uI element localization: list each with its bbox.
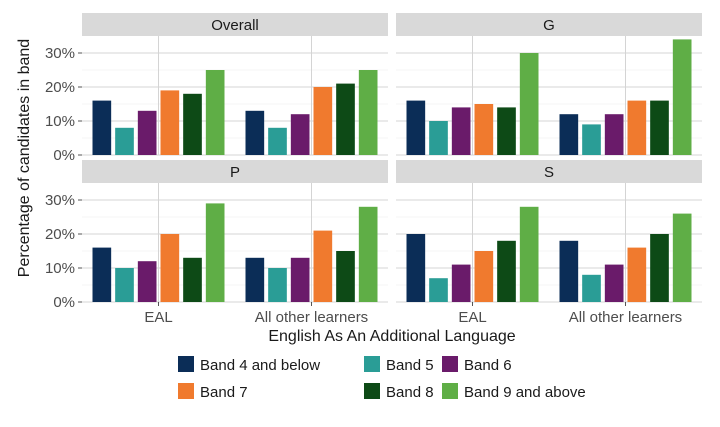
- bar-overall-0-1: [115, 127, 134, 155]
- bar-g-0-0: [406, 100, 426, 155]
- legend-label-2: Band 6: [464, 357, 512, 374]
- legend-swatch-1: [364, 356, 380, 372]
- bar-g-1-1: [582, 124, 601, 155]
- bar-s-1-5: [672, 213, 692, 302]
- bar-overall-0-4: [183, 93, 202, 155]
- y-tick-label: 0%: [53, 294, 75, 311]
- bar-p-0-4: [183, 257, 202, 302]
- y-tick-label: 20%: [45, 226, 75, 243]
- bar-s-0-0: [406, 234, 426, 302]
- bar-g-1-0: [559, 114, 579, 155]
- facet-strip: [82, 13, 388, 36]
- bar-s-0-3: [474, 251, 494, 302]
- bar-overall-0-0: [92, 100, 112, 155]
- bar-g-1-2: [604, 114, 624, 155]
- legend-swatch-0: [178, 356, 194, 372]
- x-axis-title: English As An Additional Language: [268, 328, 515, 345]
- x-tick-label: All other learners: [255, 309, 368, 326]
- bar-p-1-0: [245, 257, 265, 302]
- bar-s-1-0: [559, 240, 579, 302]
- bar-g-1-3: [627, 100, 647, 155]
- legend-label-5: Band 9 and above: [464, 384, 586, 401]
- legend-swatch-3: [178, 383, 194, 399]
- bar-s-0-4: [497, 240, 516, 302]
- y-tick-label: 20%: [45, 79, 75, 96]
- legend-label-4: Band 8: [386, 384, 434, 401]
- x-tick-label: EAL: [458, 309, 486, 326]
- legend-swatch-4: [364, 383, 380, 399]
- facet-strip: [82, 160, 388, 183]
- bar-g-0-5: [519, 53, 539, 155]
- bar-s-0-5: [519, 206, 539, 302]
- y-tick-label: 10%: [45, 113, 75, 130]
- facet-title: P: [230, 164, 240, 181]
- bar-g-0-3: [474, 104, 494, 155]
- bar-p-0-5: [205, 203, 225, 302]
- bar-p-1-1: [268, 268, 287, 302]
- bar-p-0-1: [115, 268, 134, 302]
- bar-s-1-2: [604, 264, 624, 302]
- bar-overall-0-3: [160, 90, 180, 155]
- legend-label-3: Band 7: [200, 384, 248, 401]
- y-tick-label: 30%: [45, 192, 75, 209]
- y-tick-label: 30%: [45, 45, 75, 62]
- bar-s-1-1: [582, 274, 601, 302]
- legend-swatch-2: [442, 356, 458, 372]
- bar-p-1-5: [358, 206, 378, 302]
- y-axis-title: Percentage of candidates in band: [16, 39, 33, 277]
- bar-g-0-2: [451, 107, 471, 155]
- facet-strip: [396, 160, 702, 183]
- legend-label-0: Band 4 and below: [200, 357, 320, 374]
- bar-p-1-3: [313, 230, 333, 302]
- facet-title: Overall: [211, 17, 259, 34]
- facet-title: G: [543, 17, 555, 34]
- bar-overall-1-2: [290, 114, 310, 155]
- bar-overall-1-5: [358, 70, 378, 155]
- bar-p-0-0: [92, 247, 112, 302]
- bar-s-0-2: [451, 264, 471, 302]
- bar-overall-0-5: [205, 70, 225, 155]
- x-tick-label: All other learners: [569, 309, 682, 326]
- bar-s-1-3: [627, 247, 647, 302]
- facet-title: S: [544, 164, 554, 181]
- bar-overall-1-1: [268, 127, 287, 155]
- bar-overall-1-4: [336, 83, 355, 155]
- bar-s-0-1: [429, 278, 448, 302]
- bar-p-0-3: [160, 234, 180, 302]
- bar-g-0-1: [429, 121, 448, 155]
- facet-strip: [396, 13, 702, 36]
- bar-overall-0-2: [137, 110, 157, 155]
- bar-p-1-2: [290, 257, 310, 302]
- x-tick-label: EAL: [144, 309, 172, 326]
- legend-swatch-5: [442, 383, 458, 399]
- bar-g-1-4: [650, 100, 669, 155]
- bar-p-1-4: [336, 251, 355, 302]
- bar-s-1-4: [650, 234, 669, 302]
- y-tick-label: 0%: [53, 147, 75, 164]
- bar-p-0-2: [137, 261, 157, 302]
- bar-overall-1-3: [313, 87, 333, 155]
- legend-label-1: Band 5: [386, 357, 434, 374]
- y-tick-label: 10%: [45, 260, 75, 277]
- bar-overall-1-0: [245, 110, 265, 155]
- bar-g-0-4: [497, 107, 516, 155]
- bar-g-1-5: [672, 39, 692, 155]
